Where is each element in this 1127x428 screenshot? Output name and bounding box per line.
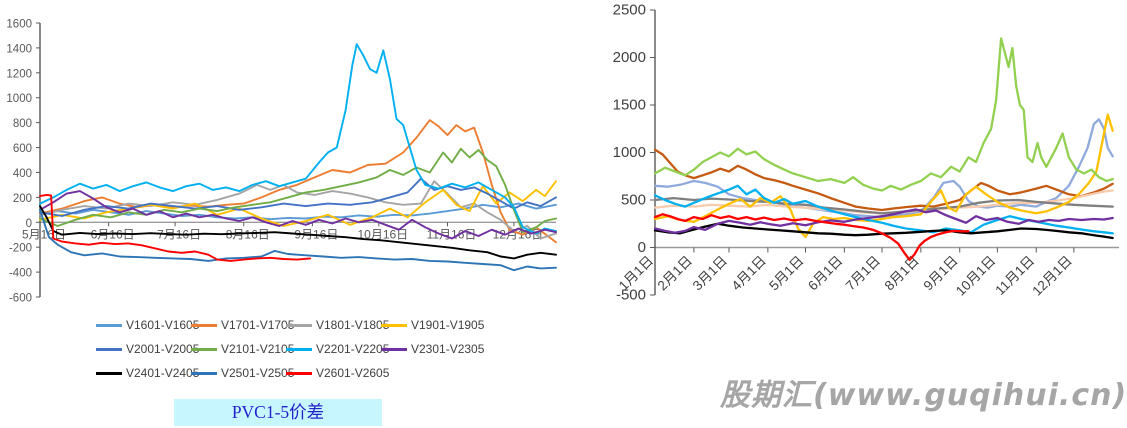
y-axis-label: 800 [13, 118, 32, 130]
legend-item-V2001-V2005: V2001-V2005 [96, 342, 199, 356]
legend-line-marker-icon [191, 323, 217, 327]
pvc-1-5-spread-chart: 5月16日 6月16日 7月16日 8月16日 9月16日 10月16日 11月16日 12月… [0, 0, 560, 428]
y-axis-label: -500 [616, 287, 646, 304]
pvc-ethylene-carbide-plot: 1月1日2月1日3月1日4月1日5月1日6月1日7月1日8月1日9月1日10月1… [613, 2, 1119, 304]
series-line-2021 [653, 37, 1114, 192]
x-axis-label: 10月16日 [357, 227, 408, 241]
legend-item-V2101-V2105: V2101-V2105 [191, 342, 294, 356]
x-axis-label: 11月1日 [992, 253, 1037, 298]
x-axis-label: 7月1日 [843, 253, 883, 293]
x-axis-label: 4月1日 [729, 253, 769, 293]
legend-line-marker-icon [286, 371, 312, 375]
legend-label: V2001-V2005 [126, 342, 200, 356]
legend-item-V1701-V1705: V1701-V1705 [191, 318, 294, 332]
legend-label: V2401-V2405 [126, 366, 200, 380]
series-line-2023 [653, 222, 1114, 240]
legend-label: V2201-V2205 [316, 342, 390, 356]
legend-line-marker-icon [286, 347, 312, 351]
legend-line-marker-icon [286, 323, 312, 327]
legend-item-V2301-V2305: V2301-V2305 [381, 342, 484, 356]
legend-line-marker-icon [191, 371, 217, 375]
legend-item-V1801-V1805: V1801-V1805 [286, 318, 389, 332]
y-axis-label: 1000 [6, 93, 32, 105]
legend-line-marker-icon [381, 347, 407, 351]
legend-label: V2301-V2305 [411, 342, 485, 356]
series-line-V2001-V2005 [39, 177, 557, 217]
legend-row: V1601-V1605 V1701-V1705 V1801-V1805 V1901-V… [96, 318, 484, 332]
series-line-2024 [653, 208, 1114, 234]
legend-line-marker-icon [96, 347, 122, 351]
legend-line-marker-icon [96, 371, 122, 375]
watermark-text: 股期汇(www.guqihui.cn) [720, 378, 1127, 413]
y-axis-label: 2000 [613, 49, 646, 66]
x-axis-label: 10月1日 [953, 253, 999, 299]
y-axis-label: -600 [9, 293, 32, 305]
pvc-1-5-spread-plot: 5月16日 6月16日 7月16日 8月16日 9月16日 10月16日 11月16日 12月… [6, 19, 557, 305]
y-axis-label: 0 [26, 218, 32, 230]
series-line-V2301-V2305 [39, 190, 557, 240]
x-axis-label: 8月16日 [226, 227, 270, 241]
y-axis-label: 200 [13, 193, 32, 205]
y-axis-label: 500 [621, 192, 646, 209]
legend-item-V2201-V2205: V2201-V2205 [286, 342, 389, 356]
legend-line-marker-icon [381, 323, 407, 327]
y-axis-label: 1600 [6, 19, 32, 31]
y-axis-label: -400 [9, 268, 32, 280]
y-axis-label: -200 [9, 243, 32, 255]
pvc-1-5-legend: V1601-V1605 V1701-V1705 V1801-V1805 V1901-V… [96, 318, 484, 390]
x-axis-label: 8月1日 [882, 253, 922, 293]
series-line-V2401-V2405 [39, 205, 557, 260]
legend-line-marker-icon [96, 323, 122, 327]
legend-item-V2401-V2405: V2401-V2405 [96, 366, 199, 380]
y-axis-label: 1500 [613, 97, 646, 114]
series-line-2019 [653, 196, 1114, 215]
legend-label: V1601-V1605 [126, 318, 200, 332]
legend-item-V2501-V2505: V2501-V2505 [191, 366, 294, 380]
legend-item-V1601-V1605: V1601-V1605 [96, 318, 199, 332]
series-line-V2501-V2505 [39, 208, 557, 272]
y-axis-label: 400 [13, 168, 32, 180]
y-axis-label: 0 [638, 239, 646, 256]
series-line-2025 [653, 213, 970, 262]
x-axis-label: 12月1日 [1029, 253, 1075, 299]
legend-item-V2601-V2605: V2601-V2605 [286, 366, 389, 380]
series-line-2020 [653, 113, 1114, 239]
x-axis-label: 2月1日 [655, 253, 695, 293]
series-line-2017 [653, 148, 1114, 212]
pvc-1-5-chart-title: PVC1-5价差 [174, 399, 382, 426]
pvc-ethylene-carbide-spread-chart: 1月1日 2月1日 3月1日 4月1日 5月1日 6月1日 7月1日 8月1日 9月1日 10月1… [560, 0, 1127, 428]
y-axis-label: 1200 [6, 68, 32, 80]
legend-label: V1801-V1805 [316, 318, 390, 332]
series-line-V2601-V2605 [39, 193, 312, 262]
legend-item-V1901-V1905: V1901-V1905 [381, 318, 484, 332]
y-axis-label: 600 [13, 143, 32, 155]
legend-label: V2501-V2505 [221, 366, 295, 380]
x-axis-label: 6月1日 [805, 253, 845, 293]
legend-row: V2401-V2405 V2501-V2505 V2601-V2605 [96, 366, 476, 380]
series-line-V1801-V1805 [39, 180, 557, 240]
legend-label: V2101-V2105 [221, 342, 295, 356]
legend-label: V1701-V1705 [221, 318, 295, 332]
y-axis-label: 2500 [613, 2, 646, 19]
y-axis-label: 1400 [6, 43, 32, 55]
legend-row: V2001-V2005 V2101-V2105 V2201-V2205 V2301-V… [96, 342, 484, 356]
x-axis-label: 3月1日 [690, 253, 730, 293]
legend-label: V2601-V2605 [316, 366, 390, 380]
series-line-V1601-V1605 [39, 202, 557, 221]
x-axis-label: 5月1日 [766, 253, 806, 293]
y-axis-label: 1000 [613, 144, 646, 161]
legend-line-marker-icon [191, 347, 217, 351]
series-line-V2201-V2205 [39, 43, 557, 235]
legend-label: V1901-V1905 [411, 318, 485, 332]
